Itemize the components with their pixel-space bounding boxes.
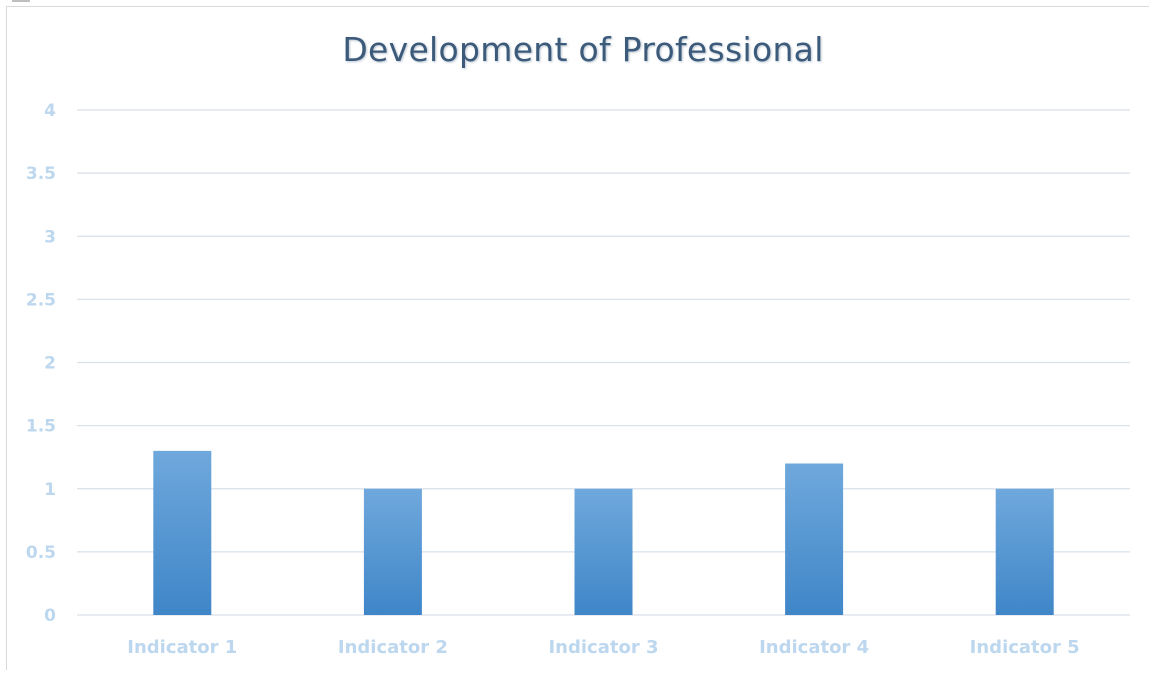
x-axis-tick-labels: Indicator 1 Indicator 2 Indicator 3 Indicat… [127,637,1079,658]
bar-indicator-3 [574,488,633,615]
bars [153,450,1054,615]
x-tick-label: Indicator 2 [338,637,448,658]
chart-title: Development of Professional [342,30,824,69]
bar-indicator-5 [995,488,1054,615]
y-tick-label: 4 [44,101,56,121]
y-tick-label: 3 [44,227,56,247]
x-tick-label: Indicator 3 [548,637,658,658]
y-tick-label: 0 [44,606,56,626]
y-tick-label: 1.5 [26,417,56,437]
x-tick-label: Indicator 4 [759,637,869,658]
y-tick-label: 3.5 [26,164,56,184]
y-tick-label: 1 [44,480,56,500]
y-tick-label: 2 [44,354,56,374]
y-tick-label: 2.5 [26,290,56,310]
y-tick-label: 0.5 [26,543,56,563]
bar-indicator-4 [785,463,844,615]
x-tick-label: Indicator 1 [127,637,237,658]
y-axis-tick-labels: 0 0.5 1 1.5 2 2.5 3 3.5 4 [26,101,56,626]
bar-indicator-2 [363,488,422,615]
corner-mark [12,0,30,2]
x-tick-label: Indicator 5 [970,637,1080,658]
chart-frame [6,6,1149,670]
bar-indicator-1 [153,450,212,615]
